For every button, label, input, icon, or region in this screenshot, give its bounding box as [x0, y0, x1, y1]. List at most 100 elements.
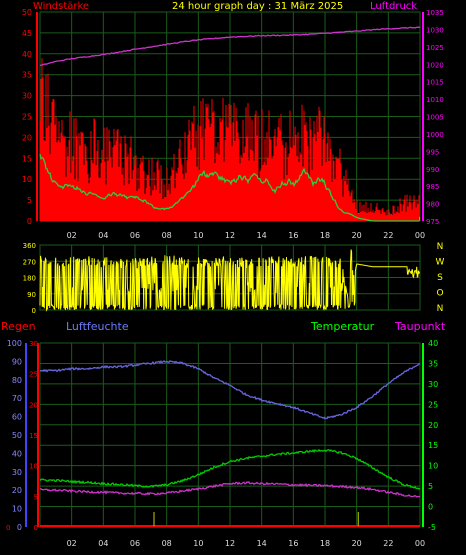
humidity-y-tick: 0 — [17, 523, 22, 532]
humidity-y-tick: 20 — [12, 486, 22, 495]
climate-x-tick: 12 — [225, 539, 235, 548]
wind-y-tick: 40 — [22, 50, 32, 59]
pressure-y-tick: 1035 — [426, 9, 444, 17]
wind-x-tick: 18 — [320, 231, 330, 240]
wind-x-tick: 22 — [383, 231, 393, 240]
pressure-y-tick: 985 — [426, 183, 439, 191]
wind-y-tick: 50 — [22, 8, 32, 17]
temperature-line — [39, 448, 421, 490]
humidity-y-tick: 60 — [12, 413, 22, 422]
humidity-y-tick: 80 — [12, 376, 22, 385]
pressure-axis-title: Luftdruck — [370, 1, 417, 12]
wind-x-tick: 06 — [130, 231, 140, 240]
rain-mm-y-tick: 15 — [29, 432, 38, 440]
humidity-y-tick: 10 — [12, 505, 22, 514]
rain-y-tick: 0 — [6, 524, 10, 532]
dewpoint-axis-title: Taupunkt — [394, 320, 446, 333]
temperature-y-tick: -5 — [428, 523, 436, 532]
pressure-y-tick: 1015 — [426, 79, 444, 87]
pressure-y-tick: 1030 — [426, 26, 444, 34]
wind-axis-title: Windstärke — [33, 1, 89, 12]
pressure-y-tick: 1010 — [426, 96, 444, 104]
pressure-line — [39, 26, 421, 67]
pressure-y-tick: 975 — [426, 218, 439, 226]
wind-x-tick: 12 — [225, 231, 235, 240]
climate-x-tick: 04 — [98, 539, 108, 548]
temperature-y-tick: 10 — [428, 462, 438, 471]
humidity-y-tick: 40 — [12, 449, 22, 458]
wind-y-tick: 15 — [22, 154, 32, 163]
wind-y-tick: 35 — [22, 71, 32, 80]
humidity-line — [39, 360, 421, 420]
direction-y-tick: 90 — [27, 291, 36, 299]
compass-label: O — [436, 289, 443, 299]
wind-x-tick: 08 — [162, 231, 172, 240]
wind-y-tick: 45 — [22, 29, 32, 38]
humidity-y-tick: 30 — [12, 468, 22, 477]
pressure-y-tick: 1020 — [426, 61, 444, 69]
compass-label: N — [437, 304, 444, 314]
climate-x-tick: 14 — [257, 539, 267, 548]
humidity-y-tick: 50 — [12, 431, 22, 440]
direction-y-tick: 270 — [23, 258, 36, 266]
rain-mm-y-tick: 20 — [29, 401, 38, 409]
wind-x-tick: 04 — [98, 231, 108, 240]
wind-x-tick: 20 — [352, 231, 362, 240]
temperature-y-tick: 0 — [428, 503, 433, 512]
pressure-y-tick: 990 — [426, 166, 439, 174]
temperature-y-tick: 40 — [428, 339, 438, 348]
temperature-y-tick: 5 — [428, 482, 433, 491]
rain-mm-y-tick: 10 — [29, 463, 38, 471]
pressure-y-tick: 995 — [426, 148, 439, 156]
climate-x-tick: 22 — [383, 539, 393, 548]
direction-y-tick: 0 — [32, 307, 36, 315]
wind-x-tick: 00 — [415, 231, 425, 240]
wind-x-tick: 16 — [288, 231, 298, 240]
rain-mm-y-tick: 30 — [29, 340, 38, 348]
climate-x-tick: 08 — [162, 539, 172, 548]
wind-x-tick: 10 — [193, 231, 203, 240]
climate-x-tick: 02 — [67, 539, 77, 548]
temperature-y-tick: 20 — [428, 421, 438, 430]
climate-x-tick: 16 — [288, 539, 298, 548]
rain-mm-y-tick: 0 — [34, 524, 38, 532]
climate-x-tick: 18 — [320, 539, 330, 548]
climate-x-tick: 06 — [130, 539, 140, 548]
temperature-y-tick: 15 — [428, 441, 438, 450]
wind-panel: 0510152025303540455097598098599099510001… — [22, 8, 444, 240]
humidity-axis-title: Luftfeuchte — [66, 320, 129, 333]
wind-y-tick: 25 — [22, 113, 32, 122]
climate-x-tick: 20 — [352, 539, 362, 548]
wind-y-tick: 5 — [27, 196, 32, 205]
dewpoint-line — [39, 481, 421, 498]
chart-title: 24 hour graph day : 31 März 2025 — [172, 1, 343, 12]
compass-label: W — [436, 258, 445, 268]
wind-average-line — [39, 154, 419, 222]
climate-x-tick: 00 — [415, 539, 425, 548]
wind-y-tick: 0 — [27, 217, 32, 226]
compass-label: S — [437, 273, 443, 283]
pressure-y-tick: 1000 — [426, 131, 444, 139]
temperature-y-tick: 30 — [428, 380, 438, 389]
rain-mm-y-tick: 25 — [29, 371, 38, 379]
temperature-y-tick: 25 — [428, 400, 438, 409]
compass-label: N — [437, 242, 444, 252]
wind-y-tick: 10 — [22, 175, 32, 184]
pressure-y-tick: 980 — [426, 201, 439, 209]
humidity-y-tick: 90 — [12, 357, 22, 366]
wind-x-tick: 14 — [257, 231, 267, 240]
climate-x-tick: 10 — [193, 539, 203, 548]
wind-y-tick: 30 — [22, 92, 32, 101]
wind-direction-line — [39, 249, 420, 312]
temperature-axis-title: Temperatur — [310, 320, 375, 333]
wind-y-tick: 20 — [22, 133, 32, 142]
wind-x-tick: 02 — [67, 231, 77, 240]
humidity-y-tick: 70 — [12, 394, 22, 403]
direction-y-tick: 360 — [23, 242, 36, 250]
pressure-y-tick: 1025 — [426, 44, 444, 52]
climate-panel: -505101520253035400102030405060708090100… — [6, 339, 438, 548]
pressure-y-tick: 1005 — [426, 114, 444, 122]
